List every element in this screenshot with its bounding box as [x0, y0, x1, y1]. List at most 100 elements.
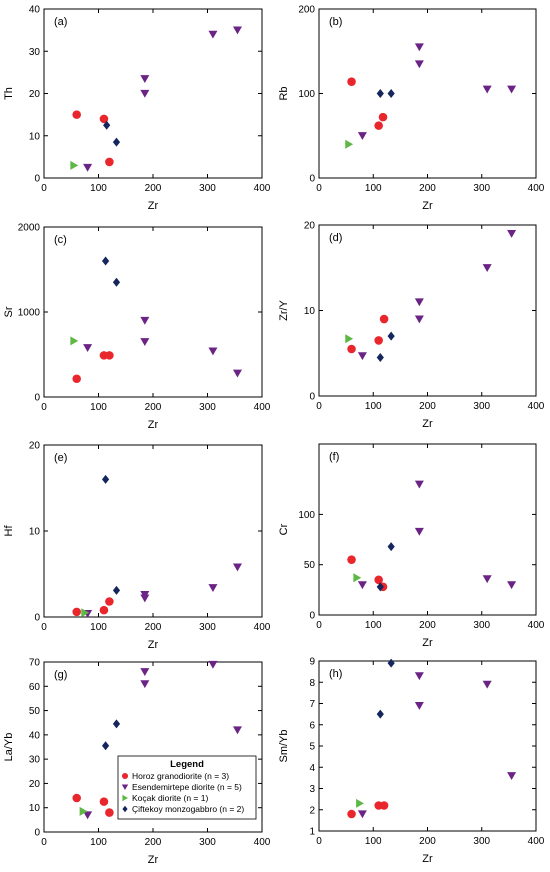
x-tick-label: 100: [90, 183, 107, 194]
data-point-esen: [208, 660, 218, 669]
data-point-horoz: [374, 336, 383, 345]
y-tick-label: 7: [309, 699, 315, 710]
legend-marker-cift: [122, 805, 128, 813]
y-tick-label: 0: [34, 613, 40, 624]
data-point-horoz: [347, 809, 356, 819]
y-tick-label: 5: [309, 742, 315, 753]
data-point-esen: [482, 575, 492, 584]
data-point-horoz: [99, 114, 109, 124]
x-tick-label: 300: [199, 837, 216, 848]
panel-label: (g): [54, 669, 67, 681]
y-tick-label: 0: [34, 393, 40, 404]
data-point-horoz: [99, 797, 109, 806]
plot-frame: [43, 226, 263, 398]
x-tick-label: 300: [473, 620, 490, 631]
data-point-horoz: [105, 808, 114, 817]
x-tick-label: 0: [41, 622, 47, 633]
y-tick-label: 10: [29, 131, 41, 142]
panel-label: (b): [329, 16, 342, 28]
x-tick-label: 200: [145, 837, 162, 848]
x-tick-label: 200: [145, 183, 162, 194]
x-tick-label: 0: [316, 620, 322, 631]
data-point-esen: [414, 315, 424, 324]
x-axis-title: Zr: [422, 853, 433, 865]
data-point-cift: [101, 741, 110, 751]
data-point-horoz: [378, 112, 388, 122]
y-tick-label: 10: [29, 803, 41, 814]
y-tick-label: 100: [298, 510, 315, 521]
y-tick-label: 100: [298, 89, 315, 100]
y-tick-label: 20: [29, 441, 41, 452]
chart-panel-2: 0 100 200 300 400 0 100 200 Zr Rb (b): [278, 5, 545, 213]
legend-marker-esen: [121, 784, 129, 791]
data-point-horoz: [105, 157, 114, 167]
y-tick-label: 40: [29, 730, 41, 741]
y-axis-title: Sr: [3, 306, 15, 317]
plot-frame: [318, 224, 537, 397]
data-point-esen: [83, 344, 93, 352]
data-point-cift: [376, 582, 384, 592]
x-tick-label: 300: [473, 183, 490, 194]
chart-panel-7: 0 100 200 300 400 0 10 20 30 40 50 60 70 Zr La/Yb (g) Le…: [3, 658, 271, 867]
x-tick-label: 100: [90, 622, 107, 633]
y-tick-label: 1000: [18, 308, 41, 319]
data-point-horoz: [374, 121, 383, 130]
y-tick-label: 6: [309, 720, 315, 731]
y-tick-label: 0: [309, 611, 315, 622]
x-tick-label: 300: [473, 836, 490, 847]
data-point-esen: [232, 369, 242, 378]
x-tick-label: 400: [528, 401, 545, 412]
data-point-kocak: [345, 139, 354, 149]
y-axis-title: Zr/Y: [278, 299, 290, 320]
data-point-kocak: [70, 336, 79, 346]
data-point-horoz: [99, 605, 109, 615]
data-point-esen: [232, 563, 242, 572]
data-point-esen: [507, 581, 517, 590]
data-point-esen: [482, 680, 492, 689]
y-axis-title: Hf: [3, 525, 15, 537]
data-point-horoz: [72, 110, 81, 119]
chart-panel-5: 0 100 200 300 400 0 10 20 Zr Hf (e): [3, 441, 271, 652]
data-point-esen: [414, 527, 424, 536]
y-tick-label: 10: [29, 527, 41, 538]
y-tick-label: 50: [29, 706, 41, 717]
x-tick-label: 100: [90, 402, 107, 413]
x-axis-title: Zr: [148, 639, 159, 651]
x-axis-title: Zr: [148, 200, 159, 212]
x-tick-label: 400: [254, 837, 271, 848]
y-tick-label: 4: [309, 763, 315, 774]
data-point-esen: [140, 75, 150, 83]
x-tick-label: 0: [316, 401, 322, 412]
y-tick-label: 60: [29, 682, 41, 693]
data-point-esen: [232, 726, 242, 735]
x-tick-label: 0: [316, 183, 322, 194]
y-tick-label: 20: [29, 779, 41, 790]
data-point-cift: [112, 719, 121, 729]
data-point-cift: [376, 709, 384, 719]
data-point-esen: [414, 298, 424, 307]
x-tick-label: 200: [419, 836, 436, 847]
data-point-kocak: [70, 160, 79, 170]
data-point-horoz: [72, 607, 81, 617]
y-tick-label: 10: [304, 306, 316, 317]
x-tick-label: 100: [365, 620, 382, 631]
plot-frame: [43, 444, 263, 618]
data-point-esen: [83, 811, 93, 820]
y-tick-label: 50: [304, 560, 316, 571]
y-axis-title: Th: [3, 87, 15, 100]
data-point-esen: [357, 352, 367, 361]
plot-frame: [318, 443, 537, 616]
plot-frame: [318, 8, 537, 179]
data-point-esen: [140, 338, 150, 347]
data-point-esen: [140, 680, 150, 689]
data-point-esen: [414, 60, 424, 69]
data-point-esen: [414, 480, 424, 489]
y-tick-label: 0: [309, 392, 315, 403]
x-tick-label: 400: [528, 183, 545, 194]
data-point-esen: [507, 229, 517, 238]
data-point-esen: [140, 594, 150, 603]
x-axis-title: Zr: [148, 419, 159, 431]
data-point-esen: [414, 702, 424, 710]
y-tick-label: 0: [34, 174, 40, 185]
